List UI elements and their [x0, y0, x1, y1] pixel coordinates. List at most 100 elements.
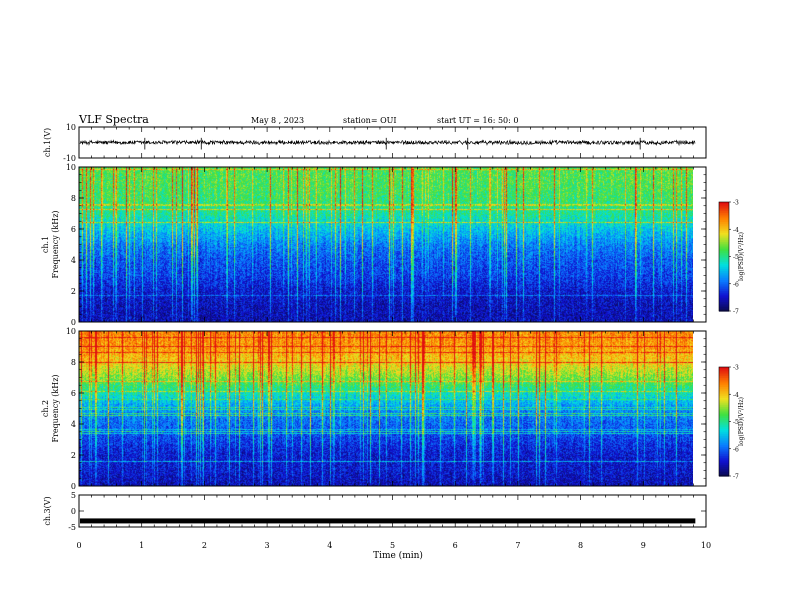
colorbar-segment: [719, 216, 729, 219]
colorbar-segment: [719, 232, 729, 236]
colorbar-segment: [719, 421, 729, 424]
colorbar-segment: [719, 220, 729, 223]
x-tick-label: 8: [578, 541, 583, 550]
colorbar-segment: [719, 474, 729, 477]
ch1-trace: [79, 139, 696, 147]
station-label: station= OUI: [343, 116, 397, 125]
colorbar-segment: [719, 450, 729, 453]
colorbar-segment: [719, 406, 729, 410]
colorbar-segment: [719, 283, 729, 287]
y-tick-label: 4: [71, 420, 76, 429]
colorbar-segment: [719, 426, 729, 430]
colorbar-segment: [719, 457, 729, 461]
colorbar-segment: [719, 227, 729, 230]
colorbar-tick-label: -4: [733, 227, 739, 234]
colorbar-segment: [719, 461, 729, 464]
colorbar-segment: [719, 374, 729, 377]
x-tick-label: 9: [641, 541, 646, 550]
colorbar-segment: [719, 428, 729, 432]
colorbar-segment: [719, 292, 729, 296]
colorbar-segment: [719, 392, 729, 395]
ch2-colorbar: -3 -4 -5 -6 -7 log(PSD)(V²/Hz): [718, 365, 745, 481]
colorbar-segment: [719, 417, 729, 421]
colorbar-segment: [719, 241, 729, 245]
colorbar-segment: [719, 372, 729, 375]
colorbar-tick-label: -4: [733, 392, 739, 399]
y-tick-label: 0: [71, 507, 76, 516]
y-tick-label: -5: [68, 523, 76, 532]
colorbar-tick-label: -3: [733, 200, 739, 207]
colorbar-segment: [719, 470, 729, 473]
y-axis-label: ch.1: [41, 236, 50, 253]
y-axis-label: ch.1(V): [43, 128, 52, 157]
colorbar-segment: [719, 419, 729, 423]
colorbar-segment: [719, 445, 729, 448]
colorbar-segment: [719, 437, 729, 441]
ch3-waveform-panel: 50-5ch.3(V)0 1 2 3 4 5 6 7 8 9 10: [43, 491, 711, 550]
colorbar-segment: [719, 240, 729, 243]
y-tick-label: 5: [71, 491, 76, 500]
colorbar-segment: [719, 272, 729, 276]
colorbar-segment: [719, 405, 729, 408]
start-time-label: start UT = 16: 50: 0: [437, 116, 518, 125]
ch1-spectrogram-panel: 0 2 4 6 8 10 ch.1 Frequency (kHz): [41, 163, 707, 327]
colorbar-segment: [719, 234, 729, 238]
y-tick-label: 6: [71, 389, 76, 398]
x-tick-label: 3: [265, 541, 270, 550]
colorbar-segment: [719, 394, 729, 397]
colorbar-segment: [719, 261, 729, 265]
ch2-spectrogram-image: [79, 331, 693, 486]
colorbar-segment: [719, 294, 729, 298]
colorbar-segment: [719, 307, 729, 310]
colorbar-segment: [719, 263, 729, 267]
colorbar-tick-label: -5: [733, 419, 739, 426]
colorbar-segment: [719, 466, 729, 470]
colorbar-segment: [719, 249, 729, 252]
colorbar-segment: [719, 379, 729, 383]
colorbar-segment: [719, 388, 729, 392]
colorbar-segment: [719, 425, 729, 428]
colorbar-segment: [719, 238, 729, 241]
x-tick-label: 10: [701, 541, 711, 550]
y-tick-label: 2: [71, 451, 76, 460]
y-tick-label: 10: [66, 163, 76, 172]
colorbar-segment: [719, 254, 729, 258]
colorbar-label: log(PSD)(V²/Hz): [738, 397, 745, 446]
colorbar-label: log(PSD)(V²/Hz): [738, 232, 745, 281]
y-tick-label: 2: [71, 287, 76, 296]
colorbar-segment: [719, 260, 729, 263]
colorbar-segment: [719, 247, 729, 250]
colorbar-segment: [719, 399, 729, 403]
colorbar-segment: [719, 221, 729, 225]
colorbar-segment: [719, 370, 729, 374]
figure-title: VLF Spectra: [78, 113, 149, 126]
x-axis-label: Time (min): [373, 550, 423, 561]
y-tick-label: 8: [71, 194, 76, 203]
colorbar-segment: [719, 381, 729, 384]
y-tick-label: -10: [63, 154, 76, 163]
colorbar-segment: [719, 396, 729, 399]
colorbar-segment: [719, 209, 729, 212]
colorbar-segment: [719, 410, 729, 414]
colorbar-segment: [719, 459, 729, 463]
colorbar-segment: [719, 269, 729, 272]
colorbar-segment: [719, 441, 729, 444]
colorbar-segment: [719, 386, 729, 390]
colorbar-segment: [719, 309, 729, 312]
ch3-trace: [80, 518, 696, 524]
colorbar-segment: [719, 280, 729, 283]
colorbar-segment: [719, 271, 729, 274]
colorbar-segment: [719, 432, 729, 435]
colorbar-segment: [719, 452, 729, 455]
y-tick-label: 0: [71, 482, 76, 491]
colorbar-tick-label: -5: [733, 254, 739, 261]
colorbar-segment: [719, 401, 729, 404]
colorbar-segment: [719, 211, 729, 214]
colorbar-segment: [719, 281, 729, 285]
colorbar-segment: [719, 305, 729, 308]
y-tick-label: 10: [66, 123, 76, 132]
colorbar-segment: [719, 390, 729, 394]
colorbar-segment: [719, 287, 729, 290]
y-tick-label: 10: [66, 327, 76, 336]
